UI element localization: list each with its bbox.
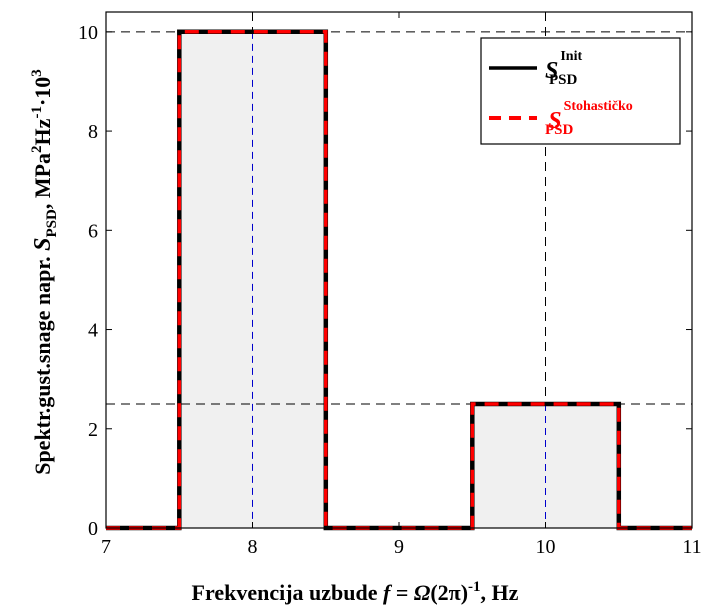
x-tick-label: 9 (394, 536, 404, 558)
x-axis-title: Frekvencija uzbude f = Ω(2π)-1, Hz (192, 579, 519, 605)
legend-label-0: SInit PSD (545, 49, 582, 88)
x-tick-label: 7 (101, 536, 111, 558)
y-axis-title: Spektr.gust.snage napr. SPSD, MPa2Hz-1·1… (29, 69, 60, 475)
y-tick-label: 0 (88, 518, 98, 540)
y-tick-label: 4 (88, 320, 98, 342)
y-tick-label: 6 (88, 220, 98, 242)
axis-ticks: 7 8 9 10 11 0 2 4 6 8 10 (78, 12, 702, 558)
x-tick-label: 11 (682, 536, 701, 558)
legend-label-1: SStohastičko PSD (545, 99, 633, 138)
y-tick-label: 10 (78, 22, 98, 44)
shaded-bands (179, 31, 619, 528)
x-tick-label: 10 (536, 536, 556, 558)
x-tick-label: 8 (248, 536, 258, 558)
legend: SInit PSD SStohastičko PSD (480, 37, 681, 145)
legend-box (480, 37, 681, 145)
series-line-1 (106, 30, 692, 530)
y-tick-label: 2 (88, 419, 98, 441)
y-tick-label: 8 (88, 121, 98, 143)
